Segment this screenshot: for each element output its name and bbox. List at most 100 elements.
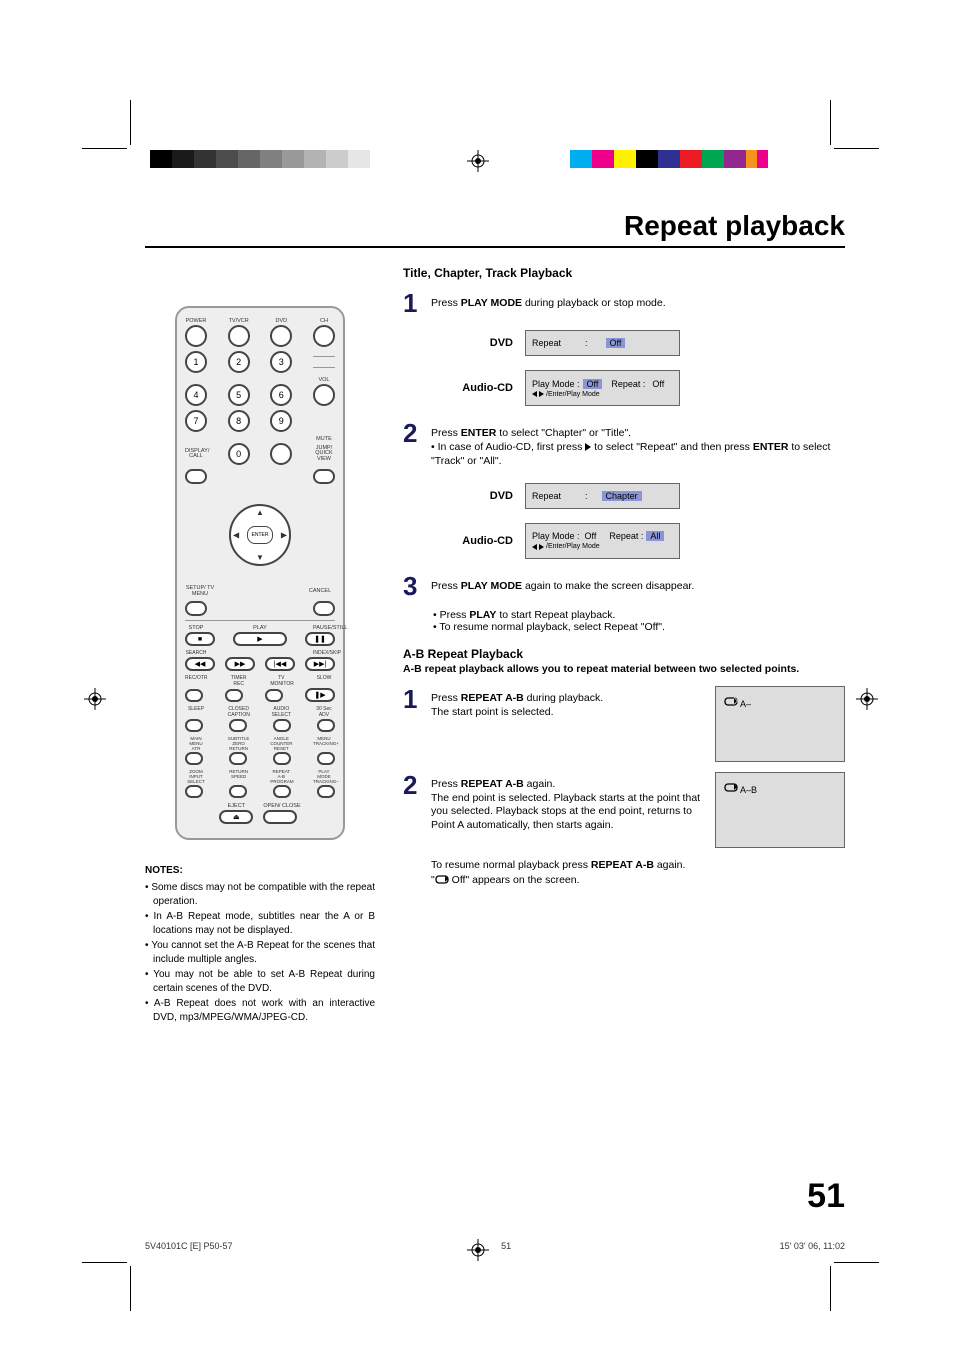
remote-label: POWER	[185, 318, 207, 324]
remote-label: VOL	[313, 377, 335, 383]
osd-dvd-1: DVD Repeat : Off	[443, 330, 845, 356]
num-button: 5	[228, 384, 250, 406]
dvd-button	[270, 325, 292, 347]
crop-mark	[130, 1266, 131, 1311]
remote-label: RETURN SPEED	[228, 769, 250, 784]
num-button: 6	[270, 384, 292, 406]
left-column: POWERTV/VCRDVDCH 123 VOL 456 789 MUTE DI…	[145, 266, 375, 1026]
return-button	[229, 785, 247, 798]
remote-label: 30 Sec ADV	[313, 706, 335, 718]
display-button	[185, 469, 207, 484]
remote-label: PLAY MODE TRACKING–	[313, 769, 335, 784]
enter-button: ENTER	[247, 526, 273, 544]
left-arrow-icon	[532, 391, 537, 397]
cancel-button	[313, 601, 335, 616]
ffwd-button: ▶▶	[225, 657, 255, 671]
ab-step-1: 1 Press REPEAT A-B during playback. The …	[403, 686, 845, 762]
registration-target-icon	[84, 688, 106, 710]
num-button: 9	[270, 410, 292, 432]
page-number: 51	[807, 1177, 845, 1216]
remote-label: ZOOM INPUT SELECT	[185, 769, 207, 784]
crop-mark	[130, 100, 131, 145]
step-3: 3 Press PLAY MODE again to make the scre…	[403, 573, 845, 599]
registration-target-icon	[467, 150, 489, 172]
remote-label: SEARCH	[185, 650, 207, 656]
osd-cd-2: Audio-CD Play Mode :OffRepeat :All /Ente…	[443, 523, 845, 559]
slow-button: ❚▶	[305, 688, 335, 702]
power-button	[185, 325, 207, 347]
repeat-icon	[724, 697, 738, 707]
sleep-button	[185, 719, 203, 732]
ab-step-2: 2 Press REPEAT A-B again. The end point …	[403, 772, 845, 848]
setup-button	[185, 601, 207, 616]
remote-label: TIMER REC	[228, 675, 250, 687]
audio-button	[273, 719, 291, 732]
subtitle-button	[229, 752, 247, 765]
timer-button	[225, 689, 243, 702]
remote-label: CLOSED CAPTION	[228, 706, 250, 718]
osd-highlight: Chapter	[602, 491, 642, 501]
osd-dvd-2: DVD Repeat : Chapter	[443, 483, 845, 509]
osd-box: Repeat : Chapter	[525, 483, 680, 509]
remote-label: EJECT	[219, 804, 253, 810]
note-item: In A-B Repeat mode, subtitles near the A…	[145, 910, 375, 937]
crop-mark	[82, 148, 127, 149]
remote-label: PAUSE/STILL	[313, 625, 335, 631]
eject-button: ⏏	[219, 810, 253, 824]
remote-label: SETUP/ TV MENU	[185, 586, 215, 597]
section-heading: Title, Chapter, Track Playback	[403, 266, 845, 280]
tvmon-button	[265, 689, 283, 702]
stop-button: ■	[185, 632, 215, 646]
note-item: Some discs may not be compatible with th…	[145, 881, 375, 908]
step-1: 1 Press PLAY MODE during playback or sto…	[403, 290, 845, 316]
notes-section: NOTES: Some discs may not be compatible …	[145, 864, 375, 1025]
sub-bullets: Press PLAY to start Repeat playback. To …	[433, 609, 845, 633]
notes-heading: NOTES:	[145, 864, 375, 878]
note-item: You may not be able to set A-B Repeat du…	[145, 968, 375, 995]
remote-label: OPEN/ CLOSE	[263, 804, 300, 810]
resume-text: To resume normal playback press REPEAT A…	[431, 858, 845, 887]
step-number: 1	[403, 290, 423, 316]
osd-box: Repeat : Off	[525, 330, 680, 356]
osd-box: Play Mode :OffRepeat :All /Enter/Play Mo…	[525, 523, 680, 559]
osd-label: DVD	[443, 337, 513, 349]
num-button: 0	[228, 443, 250, 465]
osd-label: Audio-CD	[443, 382, 513, 394]
ch-bracket	[313, 356, 335, 368]
remote-label: REPEAT A-B PROGRAM	[270, 769, 292, 784]
remote-label: DVD	[270, 318, 292, 324]
right-column: Title, Chapter, Track Playback 1 Press P…	[403, 266, 845, 1026]
ab-screen: A–B	[715, 772, 845, 848]
note-item: A-B Repeat does not work with an interac…	[145, 997, 375, 1024]
footer: 5V40101C [E] P50-57 51 15' 03' 06, 11:02	[145, 1241, 845, 1251]
remote-label: JUMP/ QUICK VIEW	[313, 446, 335, 463]
step-number: 1	[403, 686, 423, 762]
osd-highlight: All	[646, 531, 664, 541]
repeat-icon	[435, 875, 449, 885]
footer-left: 5V40101C [E] P50-57	[145, 1241, 233, 1251]
mute-button	[270, 443, 292, 465]
remote-label: CH	[313, 318, 335, 324]
remote-label: ANGLE COUNTER RESET	[270, 736, 292, 751]
remote-label: TV MONITOR	[270, 675, 292, 687]
remote-illustration: POWERTV/VCRDVDCH 123 VOL 456 789 MUTE DI…	[175, 306, 345, 840]
ab-section: A-B Repeat Playback A-B repeat playback …	[403, 647, 845, 888]
rec-button	[185, 689, 203, 702]
num-button: 3	[270, 351, 292, 373]
num-button: 8	[228, 410, 250, 432]
right-arrow-icon	[539, 391, 544, 397]
remote-label: MENU TRACKING+	[313, 736, 335, 751]
crop-mark	[834, 148, 879, 149]
remote-label: AUDIO SELECT	[270, 706, 292, 718]
num-button: 1	[185, 351, 207, 373]
skip-prev-button: |◀◀	[265, 657, 295, 671]
note-item: You cannot set the A-B Repeat for the sc…	[145, 939, 375, 966]
page-content: Repeat playback POWERTV/VCRDVDCH 123 VOL…	[145, 210, 845, 1026]
dpad: ENTER ▲ ▼ ◀ ▶	[215, 490, 305, 580]
crop-mark	[830, 100, 831, 145]
30sec-button	[317, 719, 335, 732]
remote-label: PLAY	[249, 625, 271, 631]
remote-label: TV/VCR	[228, 318, 250, 324]
osd-highlight: Off	[583, 379, 603, 389]
left-arrow-icon	[532, 544, 537, 550]
